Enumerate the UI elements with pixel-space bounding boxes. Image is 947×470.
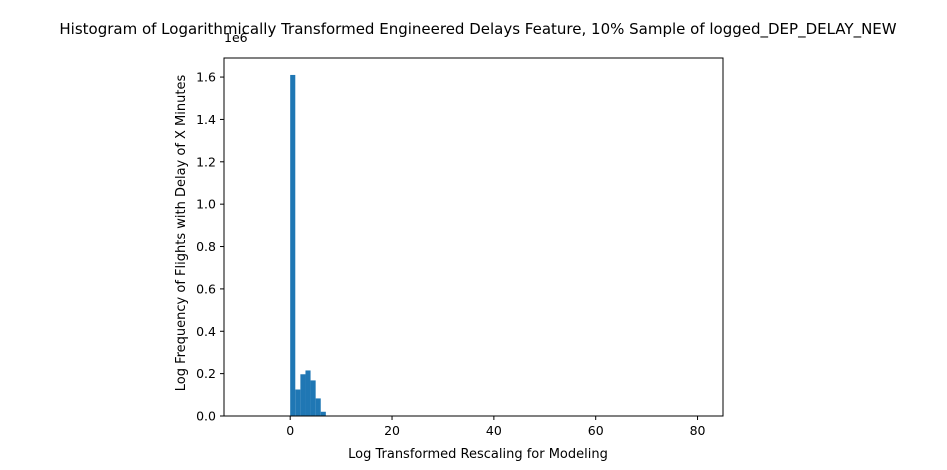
x-axis-label: Log Transformed Rescaling for Modeling: [348, 447, 608, 462]
x-tick-label: 80: [690, 423, 706, 438]
y-tick-label: 0.6: [196, 281, 216, 296]
histogram-bar: [305, 370, 311, 416]
plot-frame: [223, 57, 724, 417]
histogram-bar: [315, 398, 321, 416]
bars-layer: [290, 74, 326, 416]
y-tick-label: 1.6: [196, 70, 216, 85]
histogram-bar: [320, 411, 326, 416]
x-tick-label: 0: [286, 423, 294, 438]
histogram-bar: [300, 374, 306, 416]
chart-title: Histogram of Logarithmically Transformed…: [59, 20, 896, 39]
histogram-bar: [295, 389, 301, 416]
y-tick-label: 0.0: [196, 409, 216, 424]
x-tick-label: 20: [384, 423, 400, 438]
histogram-bar: [310, 380, 316, 416]
x-tick-label: 40: [486, 423, 502, 438]
y-ticks: 0.0 0.2 0.4 0.6 0.8 1.0 1.2 1.4 1.6: [196, 70, 224, 424]
y-offset-text: 1e6: [224, 30, 248, 45]
x-ticks: 0 20 40 60 80: [286, 416, 706, 438]
y-tick-label: 0.4: [196, 324, 216, 339]
y-tick-label: 1.4: [196, 112, 216, 127]
histogram-bar: [290, 74, 296, 416]
y-axis-label: Log Frequency of Flights with Delay of X…: [174, 75, 189, 392]
y-tick-label: 0.8: [196, 239, 216, 254]
y-tick-label: 1.0: [196, 197, 216, 212]
y-tick-label: 1.2: [196, 154, 216, 169]
y-tick-label: 0.2: [196, 366, 216, 381]
x-tick-label: 60: [588, 423, 604, 438]
